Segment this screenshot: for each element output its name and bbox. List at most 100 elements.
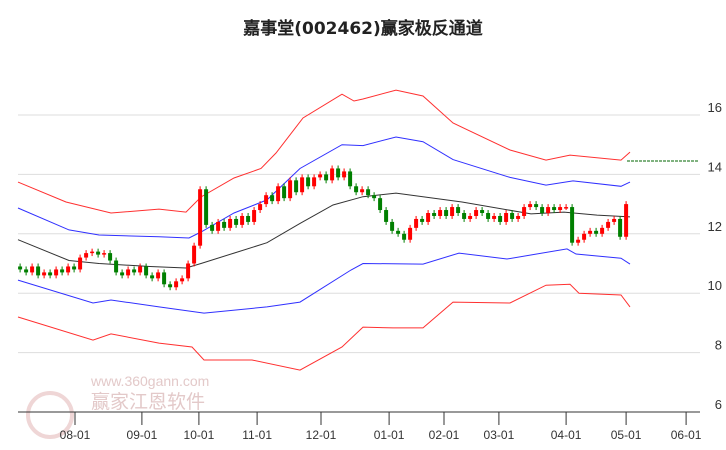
- candle-body: [144, 266, 149, 276]
- candle-body: [168, 284, 173, 288]
- band-line-lower-outer: [17, 283, 631, 371]
- candle: [420, 215, 425, 225]
- candle: [264, 192, 269, 208]
- chart-title: 嘉事堂(002462)赢家极反通道: [243, 19, 483, 39]
- candle: [42, 269, 47, 279]
- candle: [396, 227, 401, 237]
- candle: [444, 207, 449, 219]
- candle: [492, 213, 497, 222]
- candle-body: [582, 233, 587, 240]
- candle: [408, 224, 413, 243]
- candle-body: [66, 266, 71, 273]
- candle: [522, 204, 527, 219]
- candle: [312, 174, 317, 190]
- candle-body: [510, 213, 515, 219]
- candle-body: [438, 210, 443, 216]
- candle-body: [72, 266, 77, 270]
- y-tick-label: 14: [708, 159, 722, 174]
- candle: [294, 177, 299, 196]
- candle-body: [372, 195, 377, 199]
- candle: [66, 263, 71, 276]
- candle: [324, 171, 329, 184]
- x-tick-label: 11-01: [242, 428, 272, 442]
- candle: [468, 213, 473, 222]
- candle-body: [558, 207, 563, 211]
- candle-body: [36, 266, 41, 276]
- candle-body: [30, 266, 35, 273]
- x-tick-label: 10-01: [184, 428, 215, 442]
- candle-body: [150, 275, 155, 279]
- candle: [582, 230, 587, 243]
- candle-body: [444, 210, 449, 216]
- candle: [258, 201, 263, 214]
- candle: [336, 165, 341, 181]
- candle: [300, 174, 305, 196]
- candle: [216, 218, 221, 234]
- candle: [402, 230, 407, 243]
- candle-body: [48, 272, 53, 276]
- candle-body: [60, 269, 65, 273]
- candle-body: [504, 213, 509, 222]
- candle: [456, 204, 461, 216]
- candle: [552, 204, 557, 214]
- candle: [624, 201, 629, 240]
- candle-body: [396, 230, 401, 234]
- candle-body: [354, 186, 359, 193]
- candle: [516, 213, 521, 222]
- candle-body: [576, 239, 581, 243]
- candle-body: [306, 177, 311, 187]
- candle-body: [312, 177, 317, 187]
- candle-body: [492, 215, 497, 219]
- candle-body: [228, 218, 233, 228]
- x-tick-label: 09-01: [127, 428, 158, 442]
- candle: [36, 263, 41, 279]
- candle: [180, 275, 185, 285]
- candle: [126, 266, 131, 279]
- candle-body: [612, 218, 617, 222]
- candle-body: [402, 233, 407, 240]
- x-tick-label: 08-01: [60, 428, 91, 442]
- candle-body: [360, 189, 365, 193]
- candle: [162, 269, 167, 288]
- candle: [618, 215, 623, 240]
- candle: [204, 186, 209, 228]
- candle-body: [132, 269, 137, 273]
- candle-body: [534, 204, 539, 208]
- candle: [450, 204, 455, 219]
- candle: [330, 165, 335, 184]
- candle: [366, 186, 371, 199]
- candle-body: [264, 195, 269, 205]
- candle: [210, 221, 215, 234]
- x-tick-label: 03-01: [484, 428, 515, 442]
- candle: [510, 210, 515, 222]
- candle: [48, 269, 53, 279]
- x-tick-label: 04-01: [551, 428, 582, 442]
- candle-body: [498, 215, 503, 222]
- candle: [282, 183, 287, 202]
- candle: [168, 281, 173, 291]
- candle-body: [204, 189, 209, 225]
- candle-body: [624, 204, 629, 237]
- candle-body: [324, 174, 329, 181]
- candle: [432, 210, 437, 219]
- candle-body: [258, 204, 263, 211]
- candle: [534, 201, 539, 211]
- candle-body: [24, 269, 29, 273]
- candle-body: [240, 215, 245, 225]
- candle: [570, 204, 575, 246]
- candle: [594, 227, 599, 237]
- candle-body: [108, 253, 113, 261]
- band-line-upper-outer: [17, 89, 631, 214]
- candle-body: [486, 213, 491, 219]
- candle-body: [570, 207, 575, 243]
- candle-body: [318, 174, 323, 178]
- candle: [174, 278, 179, 291]
- candle-body: [126, 269, 131, 276]
- candle-body: [78, 257, 83, 270]
- x-tick-label: 01-01: [374, 428, 405, 442]
- x-tick-label: 12-01: [306, 428, 337, 442]
- candle-body: [588, 230, 593, 234]
- watermark-seal-icon: [26, 391, 74, 439]
- candle-body: [282, 186, 287, 199]
- candle-body: [192, 245, 197, 264]
